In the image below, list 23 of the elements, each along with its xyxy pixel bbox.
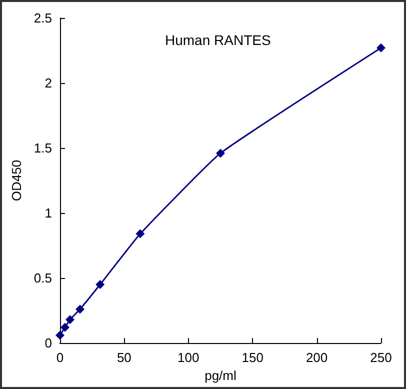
y-tick-label: 0.5 bbox=[34, 270, 52, 286]
x-tick-label: 250 bbox=[370, 350, 392, 365]
x-tick-label: 100 bbox=[178, 350, 200, 365]
y-tick-label: 0 bbox=[44, 336, 52, 350]
text: Human RANTES bbox=[165, 32, 271, 48]
point bbox=[216, 148, 225, 158]
y-tick-label: 2 bbox=[44, 76, 52, 90]
x-tick-label: 50 bbox=[116, 350, 132, 365]
y-tick-label: 1 bbox=[44, 206, 52, 220]
y-tick-label: 1.5 bbox=[34, 140, 52, 156]
point bbox=[96, 280, 105, 289]
point bbox=[55, 330, 64, 340]
y-axis-title: OD450 bbox=[9, 160, 24, 202]
point bbox=[136, 229, 145, 238]
point bbox=[376, 43, 386, 52]
y-tick-label: 2.5 bbox=[34, 10, 52, 26]
point bbox=[76, 304, 85, 314]
x-tick-label: 0 bbox=[56, 350, 64, 365]
x-tick-label: 150 bbox=[242, 350, 264, 365]
x-tick-label: 200 bbox=[306, 350, 328, 365]
x-axis-title: pg/ml bbox=[204, 368, 236, 383]
point bbox=[60, 322, 70, 332]
point bbox=[65, 315, 74, 324]
